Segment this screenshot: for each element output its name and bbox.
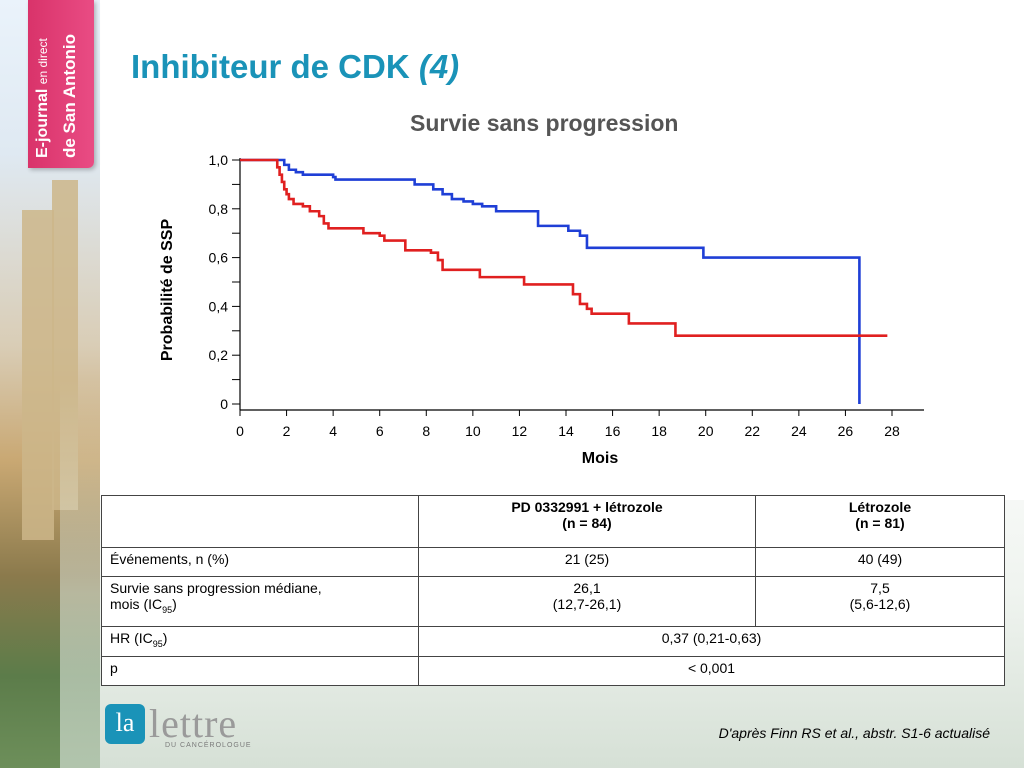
x-tick-label: 26 [838,423,854,439]
table-row: Survie sans progression médiane, mois (IC… [101,576,1005,627]
x-tick-label: 28 [884,423,900,439]
table-cell [101,495,419,548]
journal-subtitle: en direct [36,38,50,85]
cell-value: 0,37 (0,21-0,63) [418,626,1005,657]
x-tick-label: 24 [791,423,807,439]
row-label: HR (IC95) [101,626,419,657]
x-tick-label: 8 [422,423,430,439]
table-row: Événements, n (%) 21 (25) 40 (49) [101,547,1005,577]
y-tick-label: 0,4 [209,298,229,314]
x-tick-label: 6 [376,423,384,439]
x-tick-label: 18 [651,423,667,439]
logo-subtitle: DU CANCÉROLOGUE [165,742,252,749]
x-tick-label: 22 [744,423,760,439]
x-tick-label: 20 [698,423,714,439]
survival-curve-2 [240,158,888,337]
table-header-combo: PD 0332991 + létrozole (n = 84) [418,495,756,548]
slide-title-suffix: (4) [418,48,460,85]
journal-tab: E-journal en direct de San Antonio [28,0,94,168]
y-tick-label: 0,2 [209,347,229,363]
logo-box: la [105,704,145,744]
results-table: PD 0332991 + létrozole (n = 84) Létrozole… [101,495,1005,686]
y-tick-label: 0 [220,396,228,412]
cell-value: 26,1 (12,7-26,1) [418,576,756,627]
y-tick-label: 1,0 [209,152,229,168]
cell-value: 40 (49) [755,547,1005,577]
publisher-logo: la lettre DU CANCÉROLOGUE [105,701,285,754]
source-citation: D'après Finn RS et al., abstr. S1-6 actu… [718,725,990,741]
table-row: p < 0,001 [101,656,1005,686]
table-row: HR (IC95) 0,37 (0,21-0,63) [101,626,1005,657]
x-tick-label: 14 [558,423,574,439]
chart-title: Survie sans progression [410,110,679,136]
y-tick-label: 0,6 [209,250,229,266]
x-tick-label: 10 [465,423,481,439]
journal-location: de San Antonio [60,33,79,158]
x-tick-label: 16 [605,423,621,439]
x-tick-label: 12 [512,423,528,439]
background-tower [22,210,54,540]
row-label: Survie sans progression médiane, mois (IC… [101,576,419,627]
survival-chart: 00,20,40,60,81,00 2 4 6 8 10 12 14 16 18 20 22 24 26 2… [159,152,924,467]
cell-value: 7,5 (5,6-12,6) [755,576,1005,627]
journal-title: E-journal [34,88,51,158]
table-header-row: PD 0332991 + létrozole (n = 84) Létrozole… [101,495,1005,548]
cell-value: 21 (25) [418,547,756,577]
slide-canvas [100,0,1024,500]
x-axis-label: Mois [582,450,619,467]
y-tick-label: 0,8 [209,201,229,217]
y-axis-label: Probabilité de SSP [159,219,176,362]
logo-word: lettre [149,701,238,746]
x-tick-label: 0 [236,423,244,439]
slide-title: Inhibiteur de CDK (4) [131,48,460,85]
x-tick-label: 4 [329,423,337,439]
table-header-letrozole: Létrozole (n = 81) [755,495,1005,548]
cell-value: < 0,001 [418,656,1005,686]
x-tick-label: 2 [283,423,291,439]
survival-curve-1 [240,158,861,404]
row-label: p [101,656,419,686]
row-label: Événements, n (%) [101,547,419,577]
